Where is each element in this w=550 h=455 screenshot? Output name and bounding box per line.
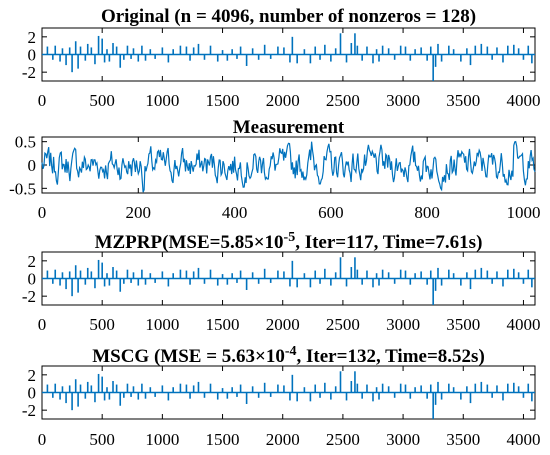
- y-tick-label: -2: [22, 287, 36, 306]
- x-tick-label: 0: [38, 91, 47, 110]
- y-tick-label: -0.5: [9, 179, 36, 198]
- x-tick-label: 2000: [266, 91, 300, 110]
- x-tick-label: 1000: [145, 315, 179, 334]
- x-tick-label: 500: [89, 91, 115, 110]
- x-tick-label: 2500: [326, 430, 360, 449]
- x-tick-label: 1000: [506, 203, 540, 222]
- x-tick-label: 500: [89, 315, 115, 334]
- x-tick-label: 600: [318, 203, 344, 222]
- x-tick-label: 1500: [206, 91, 240, 110]
- title-text: Measurement: [233, 117, 345, 138]
- x-tick-label: 3500: [446, 91, 480, 110]
- x-tick-label: 1500: [206, 430, 240, 449]
- chart-panel-3: MZPRP(MSE=5.85×10-5, Iter=117, Time=7.61…: [22, 230, 541, 334]
- chart-panel-1: Original (n = 4096, number of nonzeros =…: [22, 6, 541, 110]
- title-exponent: -5: [284, 230, 296, 245]
- x-tick-label: 400: [222, 203, 248, 222]
- title-text: MSCG (MSE = 5.63×10: [92, 346, 285, 367]
- title-exponent: -4: [285, 344, 297, 359]
- x-tick-label: 2500: [326, 91, 360, 110]
- x-tick-label: 4000: [506, 430, 540, 449]
- x-tick-label: 3500: [446, 430, 480, 449]
- x-tick-label: 4000: [506, 91, 540, 110]
- x-tick-label: 1000: [145, 91, 179, 110]
- y-tick-label: 0: [28, 384, 37, 403]
- x-tick-label: 3000: [386, 315, 420, 334]
- y-tick-label: 0.5: [15, 133, 36, 152]
- series-line: [41, 140, 536, 193]
- chart-panel-4: MSCG (MSE = 5.63×10-4, Iter=132, Time=8.…: [22, 344, 541, 449]
- x-tick-label: 0: [38, 430, 47, 449]
- x-tick-label: 500: [89, 430, 115, 449]
- chart-title: MSCG (MSE = 5.63×10-4, Iter=132, Time=8.…: [92, 344, 485, 367]
- x-tick-label: 3000: [386, 430, 420, 449]
- axes-box: [41, 136, 536, 194]
- title-text: Original (n = 4096, number of nonzeros =…: [101, 6, 476, 27]
- x-tick-label: 1500: [206, 315, 240, 334]
- x-tick-label: 3000: [386, 91, 420, 110]
- y-tick-label: -2: [22, 63, 36, 82]
- y-tick-label: 0: [28, 156, 37, 175]
- chart-title: MZPRP(MSE=5.85×10-5, Iter=117, Time=7.61…: [95, 230, 483, 253]
- chart-title: Measurement: [233, 117, 345, 138]
- x-tick-label: 2000: [266, 430, 300, 449]
- title-text: MZPRP(MSE=5.85×10: [95, 232, 284, 253]
- x-tick-label: 800: [414, 203, 440, 222]
- x-tick-label: 2500: [326, 315, 360, 334]
- x-tick-label: 0: [38, 315, 47, 334]
- y-tick-label: 0: [28, 270, 37, 289]
- x-tick-label: 0: [38, 203, 47, 222]
- y-tick-label: 2: [28, 28, 37, 47]
- x-tick-label: 3500: [446, 315, 480, 334]
- x-tick-label: 4000: [506, 315, 540, 334]
- title-text: , Iter=117, Time=7.61s): [295, 232, 482, 253]
- chart-title: Original (n = 4096, number of nonzeros =…: [101, 6, 476, 27]
- y-tick-label: 2: [28, 366, 37, 385]
- y-tick-label: -2: [22, 401, 36, 420]
- x-tick-label: 2000: [266, 315, 300, 334]
- x-tick-label: 200: [126, 203, 152, 222]
- y-tick-label: 0: [28, 46, 37, 65]
- x-tick-label: 1000: [145, 430, 179, 449]
- y-tick-label: 2: [28, 252, 37, 271]
- title-text: , Iter=132, Time=8.52s): [297, 346, 485, 367]
